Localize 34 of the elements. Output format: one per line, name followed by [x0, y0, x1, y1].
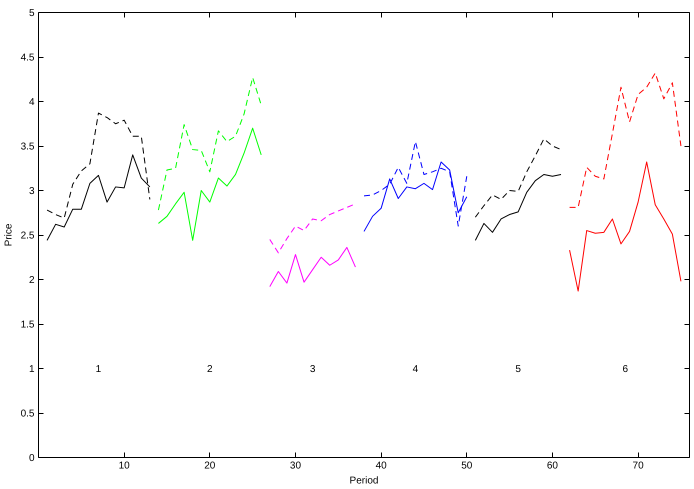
line-series	[158, 128, 262, 241]
x-axis-title: Period	[350, 476, 378, 486]
x-tick-label: 60	[546, 460, 558, 472]
line-series	[474, 138, 562, 218]
line-series	[569, 72, 682, 208]
line-series	[269, 203, 356, 254]
y-tick-label: 1	[28, 364, 35, 375]
annotation: 5	[515, 364, 522, 375]
x-tick-label: 20	[204, 460, 216, 472]
y-tick-label: 4	[28, 97, 35, 108]
y-tick-label: 3.5	[20, 142, 35, 152]
y-tick-label: 5	[28, 8, 35, 19]
y-tick-label: 2.5	[20, 230, 35, 242]
y-tick-label: 2	[28, 275, 35, 286]
x-tick-label: 40	[376, 460, 388, 472]
x-tick-label: 10	[118, 460, 130, 472]
annotation: 1	[96, 364, 102, 375]
annotation: 2	[207, 364, 214, 375]
y-axis-title: Price	[4, 223, 15, 246]
annotation: 4	[412, 364, 419, 375]
y-tick-label: 1.5	[20, 320, 35, 330]
line-series	[269, 246, 356, 288]
annotation: 6	[622, 364, 628, 375]
y-tick-label: 0	[28, 453, 35, 464]
x-tick-label: 50	[461, 460, 473, 472]
y-tick-label: 3	[28, 186, 35, 197]
line-series	[474, 174, 562, 241]
x-tick-label: 30	[290, 460, 302, 472]
line-series	[158, 76, 262, 211]
y-tick-label: 4.5	[20, 52, 35, 64]
x-tick-label: 70	[632, 460, 644, 472]
annotation: 3	[310, 364, 316, 375]
y-tick-label: 0.5	[20, 408, 35, 420]
line-series	[569, 162, 682, 292]
